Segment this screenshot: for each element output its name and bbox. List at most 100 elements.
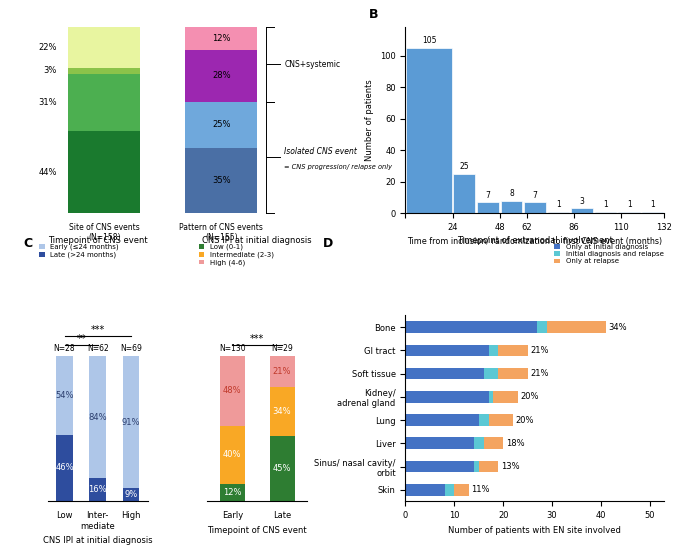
Text: 34%: 34% bbox=[608, 323, 627, 331]
Text: 25%: 25% bbox=[212, 120, 231, 129]
Text: 3: 3 bbox=[580, 197, 584, 206]
Bar bbox=[474, 461, 479, 473]
Text: 44%: 44% bbox=[38, 168, 57, 177]
Bar bbox=[406, 391, 488, 403]
Text: 1: 1 bbox=[650, 200, 655, 209]
Text: 84%: 84% bbox=[88, 413, 107, 422]
Bar bbox=[270, 436, 295, 501]
Bar bbox=[270, 356, 295, 386]
Text: 11%: 11% bbox=[471, 485, 490, 494]
Text: = CNS progression/ relapse only: = CNS progression/ relapse only bbox=[284, 164, 393, 169]
Text: 8: 8 bbox=[509, 189, 514, 198]
Text: C: C bbox=[23, 238, 32, 250]
Text: N=28: N=28 bbox=[53, 344, 75, 353]
Text: 25: 25 bbox=[460, 162, 469, 172]
Bar bbox=[548, 211, 569, 213]
Bar bbox=[406, 484, 445, 495]
Text: 91%: 91% bbox=[122, 417, 140, 427]
Text: 35%: 35% bbox=[212, 176, 231, 185]
Text: 22%: 22% bbox=[38, 43, 57, 52]
Bar bbox=[642, 211, 664, 213]
Text: 31%: 31% bbox=[38, 98, 57, 107]
X-axis label: CNS IPI at initial diagnosis: CNS IPI at initial diagnosis bbox=[43, 536, 153, 545]
Text: B: B bbox=[369, 8, 379, 21]
Bar bbox=[537, 321, 547, 333]
Bar bbox=[406, 344, 488, 356]
Text: 21%: 21% bbox=[530, 346, 549, 355]
Text: ***: *** bbox=[250, 334, 264, 344]
Bar bbox=[498, 344, 527, 356]
Text: 20%: 20% bbox=[515, 415, 534, 425]
Bar bbox=[123, 356, 139, 488]
Bar bbox=[547, 321, 606, 333]
Bar bbox=[68, 131, 140, 213]
Bar bbox=[220, 356, 245, 426]
Text: 3%: 3% bbox=[44, 66, 57, 75]
Bar bbox=[406, 321, 537, 333]
Legend: Early (≤24 months), Late (>24 months): Early (≤24 months), Late (>24 months) bbox=[36, 241, 122, 261]
Bar bbox=[68, 27, 140, 68]
Bar bbox=[68, 74, 140, 131]
Bar bbox=[501, 201, 522, 213]
Text: ***: *** bbox=[90, 325, 105, 335]
Text: 12%: 12% bbox=[212, 34, 231, 43]
Text: D: D bbox=[323, 238, 333, 250]
Bar bbox=[484, 438, 503, 449]
Text: 34%: 34% bbox=[273, 407, 291, 416]
Bar bbox=[479, 414, 488, 426]
Text: Isolated CNS event: Isolated CNS event bbox=[284, 147, 358, 156]
Text: 1: 1 bbox=[627, 200, 632, 209]
Text: N=62: N=62 bbox=[87, 344, 109, 353]
Bar bbox=[493, 391, 518, 403]
Bar bbox=[56, 356, 73, 434]
Bar bbox=[498, 368, 527, 379]
Bar bbox=[56, 434, 73, 501]
Bar bbox=[220, 426, 245, 484]
Bar bbox=[220, 484, 245, 501]
Text: **: ** bbox=[77, 334, 86, 344]
Bar bbox=[595, 211, 617, 213]
Text: N=29: N=29 bbox=[271, 344, 293, 353]
Text: N=69: N=69 bbox=[120, 344, 142, 353]
Bar bbox=[619, 211, 640, 213]
Text: N=130: N=130 bbox=[219, 344, 246, 353]
Text: 9%: 9% bbox=[125, 490, 138, 499]
Bar bbox=[488, 414, 513, 426]
Text: Timepoint of CNS event: Timepoint of CNS event bbox=[48, 236, 147, 245]
Bar bbox=[68, 68, 140, 74]
Text: CNS IPI at initial diagnosis: CNS IPI at initial diagnosis bbox=[202, 236, 312, 245]
Bar bbox=[186, 27, 258, 50]
Text: 21%: 21% bbox=[530, 369, 549, 378]
Text: 28%: 28% bbox=[212, 71, 231, 80]
Text: CNS+systemic: CNS+systemic bbox=[284, 60, 340, 69]
Legend: Only at initial diagnosis, Initial diagnosis and relapse, Only at relapse: Only at initial diagnosis, Initial diagn… bbox=[551, 241, 666, 267]
Y-axis label: Number of patients: Number of patients bbox=[365, 80, 375, 161]
Bar bbox=[488, 344, 498, 356]
Bar bbox=[571, 209, 593, 213]
Bar bbox=[479, 461, 498, 473]
Text: 105: 105 bbox=[422, 37, 436, 45]
Text: Timepoint of extranodal involvement: Timepoint of extranodal involvement bbox=[457, 236, 613, 245]
Bar bbox=[186, 148, 258, 213]
Bar bbox=[270, 386, 295, 436]
Legend: Low (0-1), Intermediate (2-3), High (4-6): Low (0-1), Intermediate (2-3), High (4-6… bbox=[196, 241, 277, 269]
Text: 45%: 45% bbox=[273, 464, 291, 473]
Bar bbox=[454, 484, 469, 495]
Bar bbox=[90, 478, 106, 501]
Text: 7: 7 bbox=[486, 191, 490, 200]
Text: 1: 1 bbox=[556, 200, 561, 209]
Text: 54%: 54% bbox=[55, 391, 74, 400]
X-axis label: Number of patients with EN site involved: Number of patients with EN site involved bbox=[449, 526, 621, 535]
Bar bbox=[186, 101, 258, 148]
Text: 46%: 46% bbox=[55, 463, 74, 473]
Bar bbox=[474, 438, 484, 449]
Bar bbox=[406, 461, 474, 473]
X-axis label: Timepoint of CNS event: Timepoint of CNS event bbox=[208, 526, 307, 535]
Text: 18%: 18% bbox=[506, 439, 524, 448]
Bar bbox=[445, 484, 454, 495]
Bar bbox=[406, 414, 479, 426]
Bar bbox=[484, 368, 498, 379]
Text: 48%: 48% bbox=[223, 386, 242, 396]
Text: 40%: 40% bbox=[223, 450, 242, 459]
Bar bbox=[406, 368, 484, 379]
